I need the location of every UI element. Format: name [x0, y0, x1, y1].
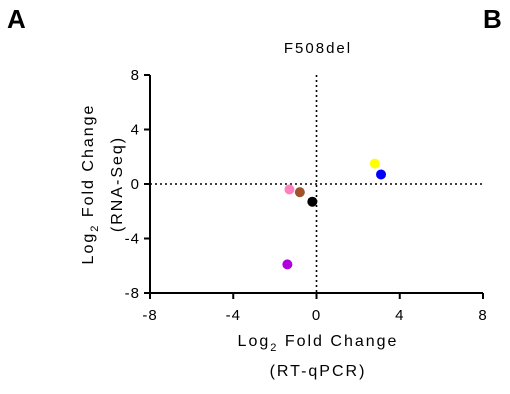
data-point — [369, 158, 380, 169]
reference-lines — [150, 75, 483, 293]
data-point — [284, 184, 295, 195]
y-axis-label-line2: (RNA-Seq) — [109, 136, 126, 232]
y-tick-label: -4 — [125, 231, 140, 248]
x-tick-label: 0 — [312, 307, 321, 324]
panel-label-a: A — [7, 4, 26, 34]
data-points — [282, 158, 387, 270]
y-tick-label: 0 — [131, 176, 140, 193]
y-tick-label: -8 — [125, 285, 140, 302]
panel-label-b: B — [483, 4, 502, 34]
chart-title: F508del — [284, 40, 352, 57]
data-point — [294, 187, 305, 198]
y-tick-label: 4 — [131, 122, 140, 139]
y-tick-label: 8 — [131, 67, 140, 84]
data-point — [282, 259, 293, 270]
x-tick-label: -4 — [226, 307, 241, 324]
x-axis-label: Log2 Fold Change — [238, 333, 399, 354]
x-tick-label: 8 — [478, 307, 487, 324]
x-tick-label: -8 — [142, 307, 157, 324]
x-tick-label: 4 — [395, 307, 404, 324]
data-point — [307, 196, 318, 207]
data-point — [376, 169, 387, 180]
y-axis-label: Log2 Fold Change — [80, 104, 101, 265]
axes: -8 -4 0 4 8 -8 -4 0 4 8 — [125, 67, 487, 324]
x-axis-label-line2: (RT-qPCR) — [270, 363, 367, 380]
